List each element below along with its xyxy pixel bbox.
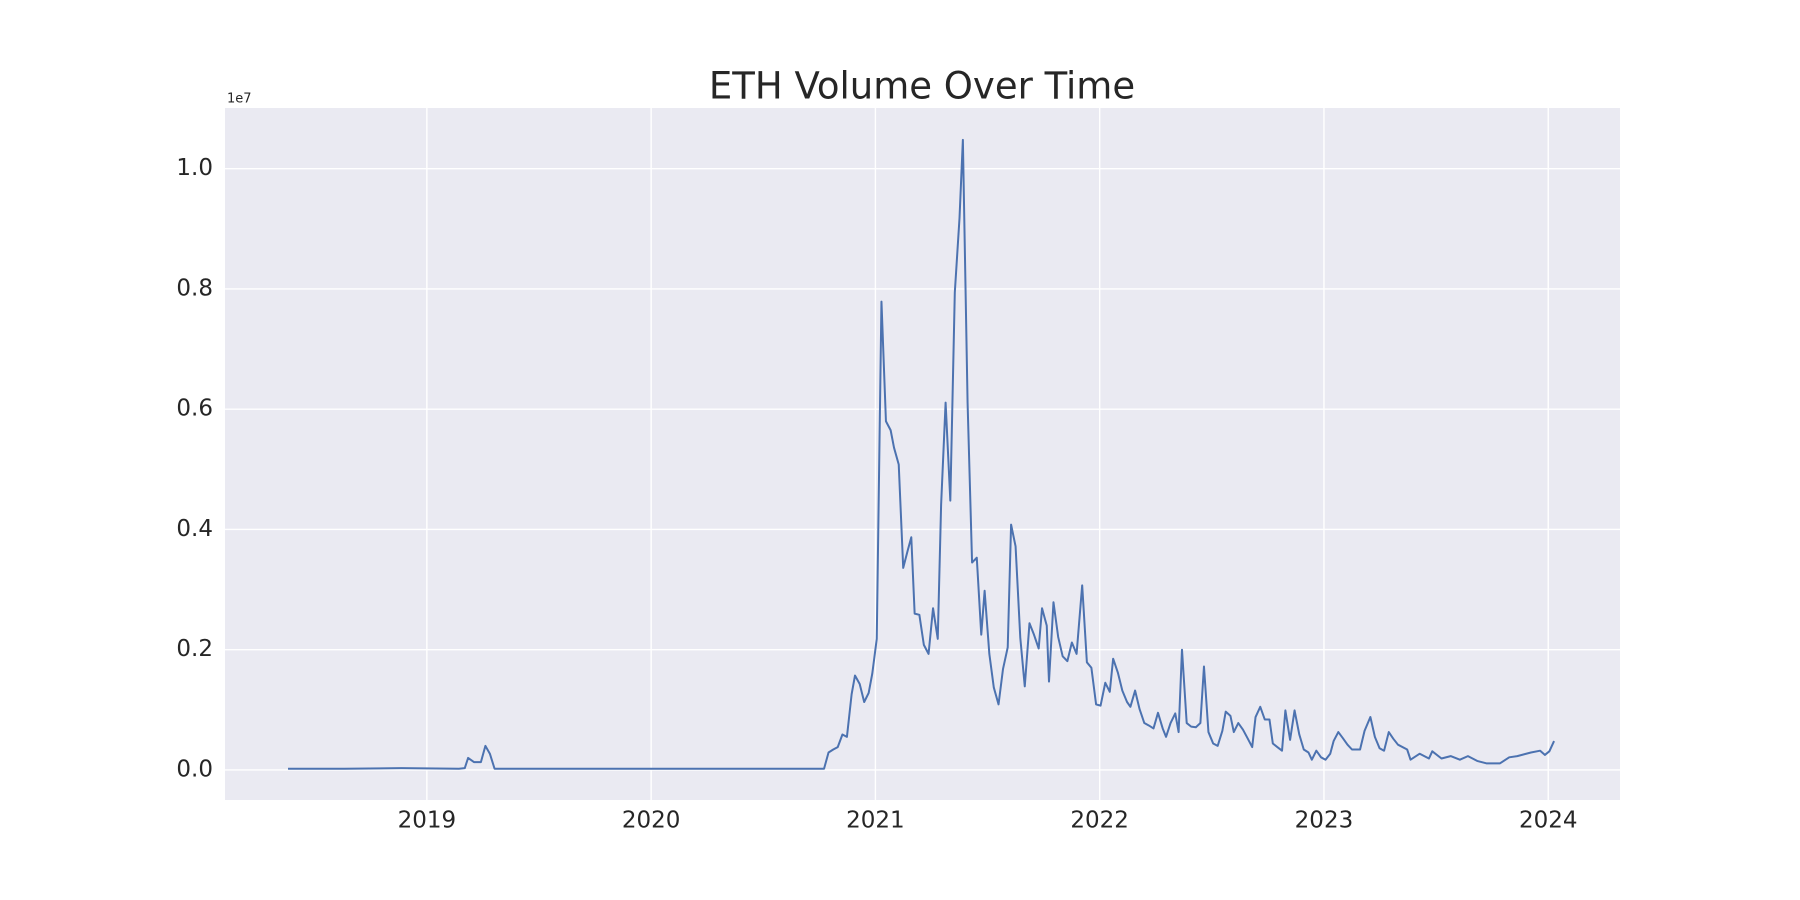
y-tick-label: 0.4 [176,516,213,542]
plot-area [225,108,1620,800]
x-tick-label: 2019 [398,808,457,834]
data-line [288,138,1555,770]
y-tick-label: 0.2 [176,636,213,662]
y-tick-label: 1.0 [176,155,213,181]
x-tick-label: 2023 [1295,808,1354,834]
y-offset-text: 1e7 [227,92,252,107]
x-tick-label: 2021 [846,808,905,834]
x-tick-label: 2022 [1070,808,1129,834]
y-tick-label: 0.0 [176,756,213,782]
x-tick-label: 2024 [1519,808,1578,834]
chart-title: ETH Volume Over Time [709,65,1135,108]
y-tick-label: 0.6 [176,396,213,422]
x-tick-label: 2020 [622,808,681,834]
y-tick-label: 0.8 [176,275,213,301]
